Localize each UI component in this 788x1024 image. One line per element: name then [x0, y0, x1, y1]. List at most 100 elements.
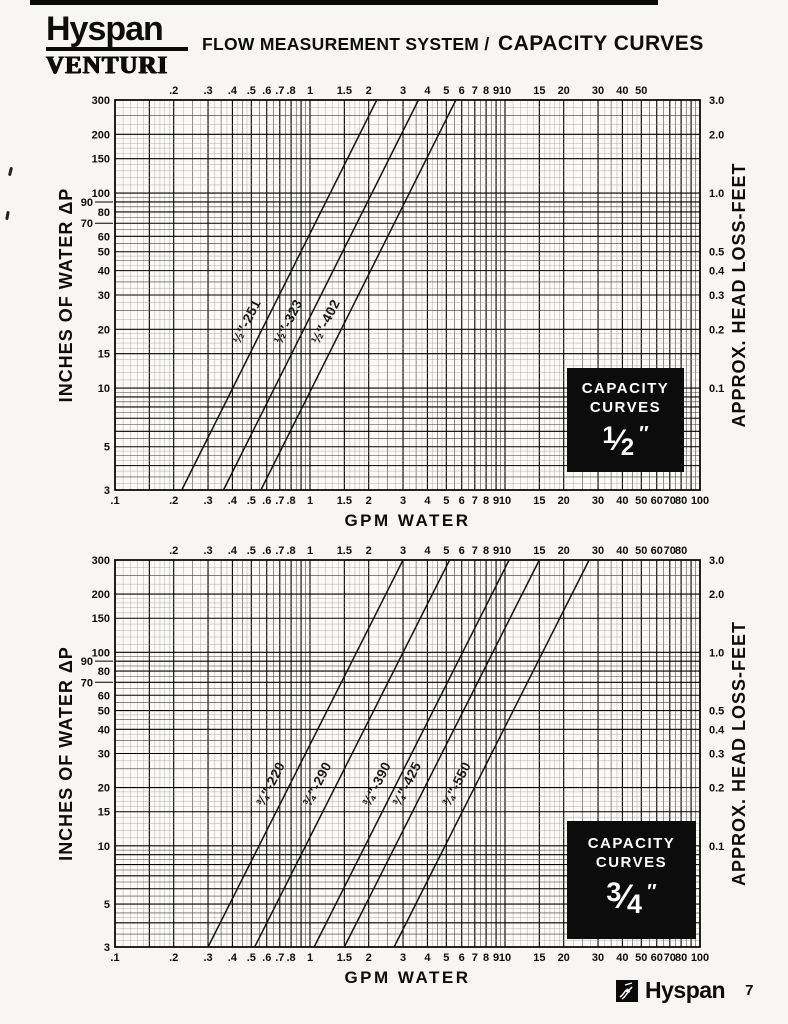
- svg-text:80: 80: [675, 952, 687, 964]
- svg-text:0.2: 0.2: [709, 324, 724, 336]
- svg-text:150: 150: [92, 154, 110, 166]
- svg-text:15: 15: [533, 952, 545, 964]
- svg-text:0.3: 0.3: [709, 290, 724, 302]
- badge-text-line2: CURVES: [595, 854, 668, 871]
- svg-text:15: 15: [98, 349, 110, 361]
- svg-text:.6: .6: [262, 952, 271, 964]
- svg-text:50: 50: [635, 495, 647, 507]
- svg-text:5: 5: [443, 495, 449, 507]
- svg-text:8: 8: [483, 495, 489, 507]
- svg-text:300: 300: [92, 555, 110, 567]
- fraction-numerator: 1: [602, 422, 616, 449]
- svg-text:5: 5: [104, 442, 110, 454]
- logo-hyspan-text: Hyspan: [46, 10, 164, 48]
- svg-text:200: 200: [92, 129, 110, 141]
- svg-text:1.0: 1.0: [709, 188, 724, 200]
- svg-text:90: 90: [81, 197, 93, 209]
- svg-text:70: 70: [664, 545, 676, 557]
- svg-text:.8: .8: [287, 85, 296, 97]
- svg-text:.4: .4: [228, 545, 238, 557]
- svg-text:1: 1: [307, 545, 313, 557]
- svg-text:1: 1: [307, 495, 313, 507]
- svg-text:30: 30: [592, 545, 604, 557]
- svg-text:60: 60: [651, 545, 663, 557]
- svg-text:.2: .2: [169, 952, 178, 964]
- svg-text:.5: .5: [247, 85, 256, 97]
- page-title: FLOW MEASUREMENT SYSTEM / CAPACITY CURVE…: [202, 32, 704, 56]
- badge-half-inch: CAPACITY CURVES 1⁄2 ″: [567, 368, 684, 472]
- svg-text:.6: .6: [262, 495, 271, 507]
- svg-text:50: 50: [635, 952, 647, 964]
- svg-text:.8: .8: [287, 545, 296, 557]
- capacity-chart-three-quarter-inch: .2.3.4.5.6.7.8 1 1.5 2 3 4 5 6 7 8 9 10 15 20 30 40 50 60…: [56, 545, 749, 987]
- svg-text:2: 2: [366, 545, 372, 557]
- svg-text:50: 50: [98, 706, 110, 718]
- svg-text:100: 100: [92, 188, 110, 200]
- svg-text:8: 8: [483, 952, 489, 964]
- svg-text:GPM WATER: GPM WATER: [344, 968, 470, 987]
- svg-text:.5: .5: [247, 545, 256, 557]
- badge-text-line1: CAPACITY: [587, 835, 676, 852]
- svg-text:.4: .4: [228, 495, 238, 507]
- svg-text:3.0: 3.0: [709, 95, 724, 107]
- svg-text:3.0: 3.0: [709, 555, 724, 567]
- svg-text:30: 30: [592, 85, 604, 97]
- svg-text:10: 10: [98, 841, 110, 853]
- footer-brand: Hyspan 7: [616, 977, 753, 1004]
- svg-text:100: 100: [92, 647, 110, 659]
- svg-text:10: 10: [499, 545, 511, 557]
- svg-text:80: 80: [98, 207, 110, 219]
- svg-text:2: 2: [366, 85, 372, 97]
- svg-text:1.5: 1.5: [337, 495, 352, 507]
- svg-text:50: 50: [635, 85, 647, 97]
- svg-text:1: 1: [307, 85, 313, 97]
- svg-text:.2: .2: [169, 545, 178, 557]
- svg-text:40: 40: [616, 85, 628, 97]
- svg-text:10: 10: [499, 85, 511, 97]
- svg-text:9: 9: [493, 545, 499, 557]
- svg-text:80: 80: [98, 666, 110, 678]
- svg-text:300: 300: [92, 95, 110, 107]
- svg-text:.3: .3: [203, 952, 212, 964]
- inch-mark: ″: [639, 423, 649, 445]
- footer-brand-text: Hyspan: [645, 977, 726, 1003]
- svg-text:5: 5: [443, 545, 449, 557]
- svg-text:.3: .3: [203, 495, 212, 507]
- svg-text:90: 90: [81, 656, 93, 668]
- svg-text:15: 15: [533, 85, 545, 97]
- page-title-left: FLOW MEASUREMENT SYSTEM /: [202, 34, 490, 54]
- svg-text:3: 3: [104, 485, 110, 497]
- svg-text:30: 30: [592, 952, 604, 964]
- svg-text:0.2: 0.2: [709, 783, 724, 795]
- svg-text:2.0: 2.0: [709, 589, 724, 601]
- svg-text:15: 15: [98, 807, 110, 819]
- svg-text:70: 70: [664, 495, 676, 507]
- svg-text:INCHES OF WATER ΔP: INCHES OF WATER ΔP: [56, 188, 76, 403]
- fraction-numerator: 3: [606, 877, 622, 907]
- svg-text:60: 60: [98, 231, 110, 243]
- svg-text:40: 40: [616, 495, 628, 507]
- svg-text:2.0: 2.0: [709, 129, 724, 141]
- svg-text:1.0: 1.0: [709, 647, 724, 659]
- svg-text:10: 10: [499, 495, 511, 507]
- svg-text:40: 40: [98, 724, 110, 736]
- svg-text:9: 9: [493, 85, 499, 97]
- svg-text:5: 5: [104, 899, 110, 911]
- svg-text:0.1: 0.1: [709, 841, 724, 853]
- svg-text:80: 80: [675, 545, 687, 557]
- svg-text:30: 30: [592, 495, 604, 507]
- svg-text:20: 20: [558, 85, 570, 97]
- badge-text-line2: CURVES: [589, 399, 662, 416]
- svg-text:30: 30: [98, 749, 110, 761]
- logo-underline: [46, 47, 188, 51]
- svg-text:80: 80: [675, 495, 687, 507]
- svg-text:15: 15: [533, 545, 545, 557]
- svg-text:9: 9: [493, 495, 499, 507]
- page-title-right: CAPACITY CURVES: [497, 32, 704, 55]
- svg-text:100: 100: [691, 495, 709, 507]
- svg-text:.1: .1: [110, 952, 119, 964]
- svg-text:0.3: 0.3: [709, 749, 724, 761]
- svg-text:70: 70: [664, 952, 676, 964]
- svg-text:4: 4: [424, 545, 431, 557]
- svg-text:1.5: 1.5: [337, 545, 352, 557]
